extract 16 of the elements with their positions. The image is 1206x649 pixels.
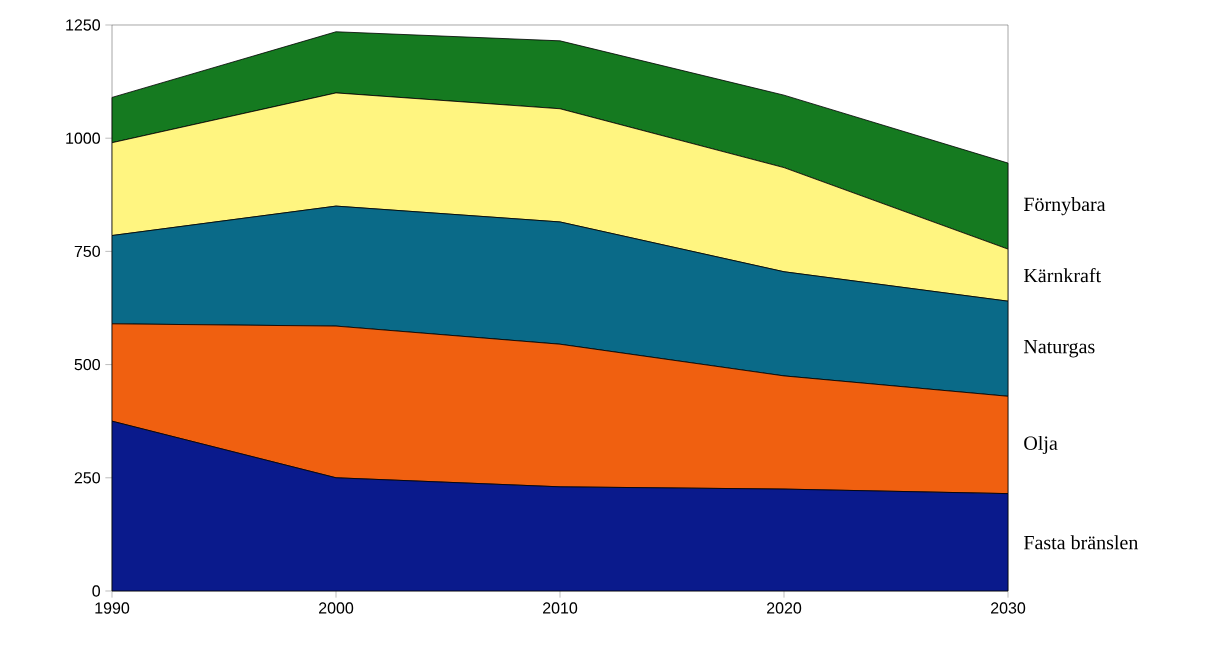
series-label: Kärnkraft bbox=[1023, 268, 1101, 283]
y-tick-label: 0 bbox=[92, 585, 101, 597]
x-tick-label: 2000 bbox=[319, 602, 354, 614]
x-tick-label: 1990 bbox=[95, 602, 130, 614]
y-tick-label: 750 bbox=[74, 245, 101, 258]
series-label: Olja bbox=[1024, 435, 1058, 455]
x-tick-label: 2030 bbox=[991, 602, 1026, 614]
y-tick-label: 1250 bbox=[66, 19, 101, 31]
y-tick-label: 250 bbox=[74, 472, 101, 484]
y-tick-label: 1000 bbox=[66, 132, 101, 144]
series-label: Naturgas bbox=[1023, 340, 1095, 358]
x-tick-label: 2010 bbox=[543, 602, 578, 614]
series-label: Förnybara bbox=[1023, 197, 1106, 216]
y-tick-label: 500 bbox=[74, 358, 101, 371]
series-label: Fasta bränslen bbox=[1023, 535, 1139, 550]
x-tick-label: 2020 bbox=[767, 602, 802, 614]
